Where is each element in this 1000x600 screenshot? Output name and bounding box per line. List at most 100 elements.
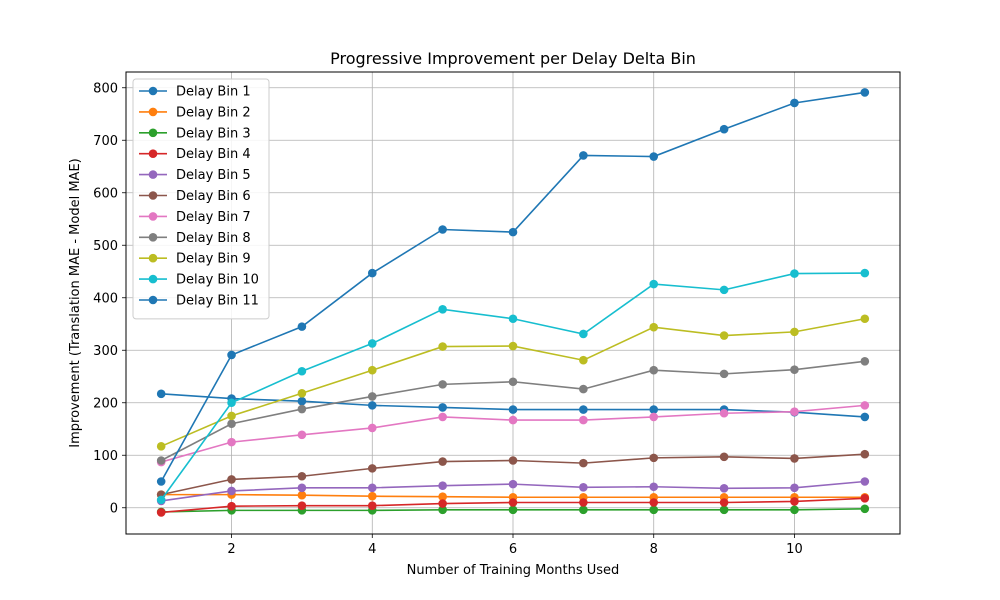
data-point: [156, 477, 166, 486]
data-point: [438, 342, 447, 351]
data-point: [508, 341, 518, 351]
data-point: [579, 151, 588, 160]
data-point: [367, 483, 377, 493]
legend-marker: [148, 128, 158, 138]
data-point: [649, 453, 659, 463]
y-tick-label: 200: [93, 396, 118, 411]
data-point: [367, 268, 377, 278]
legend-label: Delay Bin 7: [176, 210, 251, 225]
data-point: [719, 498, 729, 507]
data-point: [860, 412, 870, 422]
legend-label: Delay Bin 10: [176, 273, 259, 288]
data-point: [508, 314, 518, 324]
data-point: [297, 490, 307, 500]
data-point: [367, 423, 377, 433]
y-tick-label: 400: [93, 291, 118, 306]
series-10: [156, 268, 870, 505]
x-tick-label: 10: [786, 542, 803, 557]
data-point: [719, 369, 729, 379]
data-point: [297, 404, 307, 414]
legend-item: Delay Bin 3: [139, 126, 251, 141]
y-tick-label: 800: [93, 81, 118, 96]
data-point: [156, 442, 166, 451]
data-point: [227, 411, 236, 421]
data-point: [227, 398, 236, 408]
data-point: [860, 449, 870, 459]
data-point: [438, 505, 447, 515]
data-point: [367, 491, 377, 501]
data-point: [790, 98, 799, 108]
data-point: [649, 405, 659, 414]
data-point: [438, 225, 447, 234]
legend-marker: [148, 274, 158, 284]
data-point: [649, 322, 659, 332]
data-point: [156, 456, 166, 465]
series-5: [156, 477, 870, 506]
data-point: [860, 314, 870, 324]
legend-marker: [148, 233, 158, 242]
data-point: [649, 412, 659, 422]
x-tick-label: 8: [650, 542, 658, 557]
data-point: [367, 365, 377, 375]
data-point: [297, 396, 307, 406]
legend-item: Delay Bin 9: [139, 252, 251, 267]
data-point: [227, 419, 236, 429]
data-point: [579, 405, 588, 414]
data-point: [227, 475, 236, 484]
legend-label: Delay Bin 8: [176, 231, 251, 246]
chart-title: Progressive Improvement per Delay Delta …: [330, 49, 696, 68]
x-tick-label: 2: [227, 542, 235, 557]
series-6: [156, 449, 870, 499]
data-point: [790, 269, 799, 278]
data-point: [508, 505, 518, 515]
data-point: [649, 279, 659, 289]
data-point: [649, 152, 659, 161]
y-tick-label: 0: [110, 501, 118, 516]
data-point: [508, 377, 518, 387]
data-point: [579, 482, 588, 492]
data-point: [719, 285, 729, 295]
y-tick-label: 700: [93, 134, 118, 149]
data-point: [649, 505, 659, 515]
legend-marker: [148, 107, 158, 117]
data-point: [719, 331, 729, 340]
data-point: [649, 365, 659, 375]
legend-marker: [148, 295, 158, 305]
data-point: [790, 327, 799, 337]
y-axis-label: Improvement (Translation MAE - Model MAE…: [68, 158, 83, 447]
data-point: [227, 350, 236, 360]
data-point: [508, 405, 518, 414]
y-tick-label: 600: [93, 186, 118, 201]
data-point: [579, 355, 588, 365]
data-point: [579, 458, 588, 468]
legend-label: Delay Bin 6: [176, 189, 251, 204]
data-point: [579, 415, 588, 425]
data-point: [367, 401, 377, 410]
series-9: [156, 314, 870, 451]
series-7: [156, 401, 870, 467]
data-point: [579, 384, 588, 394]
data-point: [860, 504, 870, 514]
legend-marker: [148, 253, 158, 263]
x-tick-label: 6: [509, 542, 517, 557]
data-point: [719, 484, 729, 493]
data-point: [438, 380, 447, 389]
data-point: [438, 481, 447, 491]
data-point: [438, 457, 447, 466]
data-point: [719, 452, 729, 462]
legend-item: Delay Bin 1: [139, 85, 251, 100]
data-point: [297, 366, 307, 376]
y-tick-label: 300: [93, 344, 118, 359]
data-point: [508, 498, 518, 507]
series-4: [156, 494, 870, 517]
data-point: [438, 403, 447, 412]
data-point: [508, 479, 518, 489]
legend-item: Delay Bin 11: [139, 294, 259, 309]
data-point: [156, 508, 166, 517]
data-point: [860, 356, 870, 366]
legend-item: Delay Bin 8: [139, 231, 251, 246]
data-point: [156, 495, 166, 505]
legend-label: Delay Bin 3: [176, 126, 251, 141]
legend-item: Delay Bin 4: [139, 147, 251, 162]
data-point: [790, 483, 799, 493]
